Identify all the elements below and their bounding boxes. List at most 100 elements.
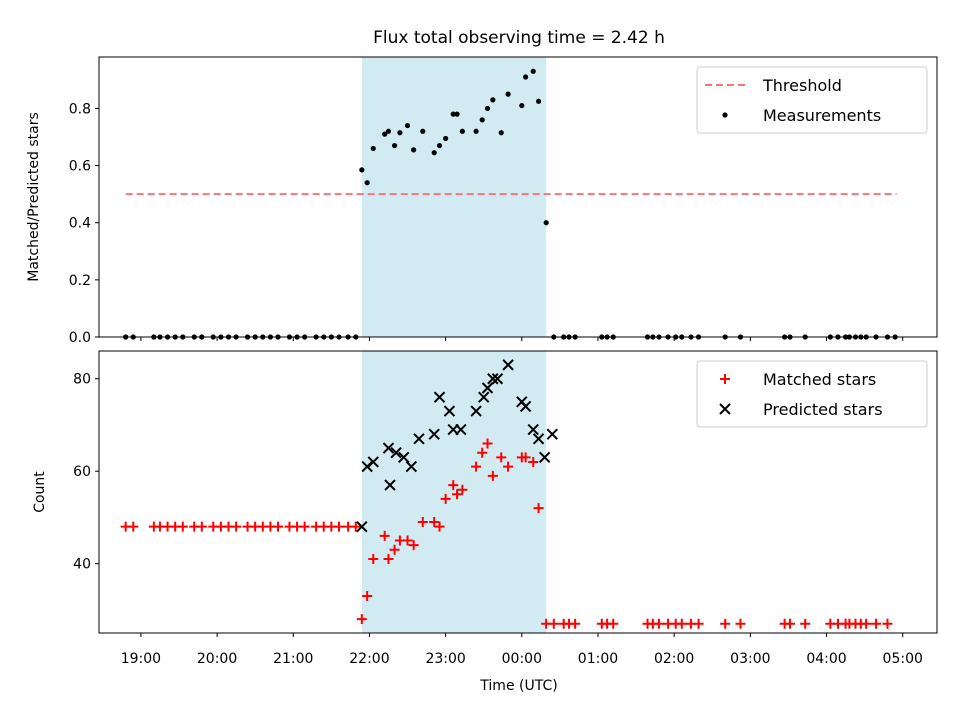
measurements-point — [530, 68, 536, 74]
predicted-stars-point — [538, 451, 551, 464]
predicted-stars-point — [519, 400, 532, 413]
x-tick-label: 02:00 — [654, 651, 694, 667]
x-tick-label: 19:00 — [121, 651, 161, 667]
predicted-stars-point — [502, 359, 514, 371]
matched-stars-point — [487, 470, 498, 481]
matched-stars-point — [471, 461, 482, 472]
matched-stars-point — [440, 493, 451, 504]
matched-stars-point — [457, 484, 468, 495]
predicted-stars-point — [487, 373, 499, 385]
matched-stars-point — [735, 618, 746, 629]
measurements-point — [364, 180, 370, 186]
measurements-point — [404, 122, 411, 129]
matched-stars-point — [408, 540, 419, 551]
x-tick-label: 20:00 — [197, 651, 237, 667]
count-panel: 40 60 80 19:00 20:00 21:00 22:00 23:00 00:00 01:0… — [32, 350, 938, 667]
measurements-point — [370, 145, 376, 152]
x-tick-label: 05:00 — [883, 651, 923, 667]
predicted-stars-point — [382, 442, 395, 454]
matched-stars-point — [800, 618, 811, 629]
matched-stars-point — [533, 503, 544, 514]
x-tick-label: 04:00 — [806, 651, 846, 667]
predicted-stars-point — [367, 456, 379, 468]
matched-stars-point — [720, 618, 731, 629]
ratio-panel: 0.0 0.2 0.4 0.6 0.8 Matched/Predicted stars Th… — [26, 56, 938, 346]
measurements-point — [411, 147, 417, 153]
matched-stars-point — [350, 521, 361, 532]
measurements-point — [450, 111, 456, 117]
predicted-stars-point — [491, 373, 504, 385]
legend-label: Matched stars — [763, 370, 876, 389]
matched-stars-point — [368, 554, 379, 565]
x-tick-label: 00:00 — [502, 651, 542, 667]
matched-stars-point — [448, 480, 459, 491]
measurements-point — [382, 131, 388, 137]
matched-stars-point — [520, 452, 531, 463]
matched-stars-point — [676, 618, 687, 629]
x-tick-label: 03:00 — [730, 651, 770, 667]
axes-frame — [98, 350, 938, 634]
measurements-point — [479, 117, 485, 123]
y-axis-label: Count — [32, 471, 48, 513]
matched-stars-point — [429, 517, 440, 528]
measurements-point — [473, 128, 479, 134]
chart-title: Flux total observing time = 2.42 h — [373, 28, 665, 48]
predicted-stars-point — [455, 423, 467, 436]
y-tick-label: 60 — [73, 464, 91, 480]
matched-stars-point — [570, 618, 581, 629]
y-tick-label: 0.4 — [69, 216, 91, 232]
measurements-point — [443, 135, 449, 142]
matched-stars-point — [417, 517, 428, 528]
predicted-stars-point — [481, 382, 494, 394]
matched-stars-point — [496, 452, 507, 463]
axes-frame — [98, 56, 938, 338]
matched-stars-point — [548, 618, 559, 629]
measurements-point — [359, 167, 365, 173]
matched-stars-point — [861, 618, 872, 629]
matched-stars-point — [784, 618, 795, 629]
predicted-stars-point — [361, 460, 373, 473]
observing-window-band — [361, 57, 547, 337]
measurements-point — [543, 220, 549, 226]
predicted-stars-point — [428, 428, 440, 440]
matched-stars-point — [528, 456, 539, 467]
matched-stars-point — [128, 521, 139, 532]
y-tick-label: 80 — [73, 372, 91, 388]
matched-stars-point — [871, 618, 882, 629]
legend-label: Threshold — [762, 76, 842, 95]
predicted-stars-point — [546, 428, 558, 440]
legend: Matched stars Predicted stars — [696, 360, 928, 428]
predicted-stars-point — [390, 446, 402, 459]
predicted-stars-point — [398, 451, 410, 464]
matched-stars-point — [482, 438, 493, 449]
legend-marker — [719, 403, 731, 415]
measurements-point — [391, 142, 398, 149]
legend-marker — [722, 112, 728, 118]
matched-stars-point — [362, 591, 373, 602]
matched-stars-point — [434, 521, 445, 532]
predicted-stars-point — [443, 405, 456, 417]
measurements-point — [519, 102, 525, 109]
matched-stars-point — [379, 530, 390, 541]
y-tick-label: 0.0 — [69, 330, 91, 346]
measurements-point — [523, 74, 529, 80]
matched-stars-point — [196, 521, 207, 532]
y-tick-label: 0.8 — [69, 101, 91, 117]
measurements-point — [490, 97, 496, 103]
y-tick-label: 40 — [73, 557, 91, 573]
matched-stars-point — [693, 618, 704, 629]
measurements-point — [535, 98, 542, 104]
observing-window-band — [361, 351, 547, 633]
measurements-point — [420, 128, 426, 134]
matched-stars-point — [383, 554, 394, 565]
measurements-point — [385, 128, 392, 134]
matched-stars-point — [356, 614, 367, 625]
matched-stars-point — [653, 618, 664, 629]
measurements-point — [436, 142, 443, 149]
y-tick-label: 0.6 — [69, 159, 91, 175]
x-tick-label: 21:00 — [273, 651, 313, 667]
measurements-point — [397, 130, 403, 136]
measurements-point — [454, 111, 460, 117]
legend-label: Predicted stars — [763, 400, 883, 419]
